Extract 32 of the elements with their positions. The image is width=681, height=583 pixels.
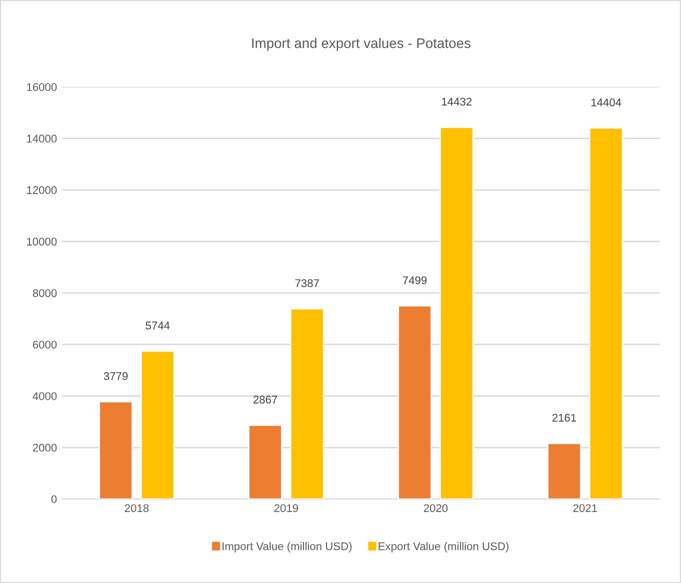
data-label: 5744: [146, 322, 170, 330]
data-label: 3779: [104, 372, 128, 380]
data-label: 2867: [253, 396, 278, 404]
data-label: 14432: [442, 98, 472, 106]
y-tick-label: 8000: [32, 289, 57, 298]
y-tick-label: 4000: [32, 392, 57, 400]
data-label: 7499: [402, 276, 427, 284]
legend-label: Import Value (million USD): [222, 542, 352, 552]
data-label: 14404: [591, 98, 622, 106]
y-tick-label: 2000: [32, 444, 57, 452]
bar: [98, 401, 133, 500]
y-tick-label: 16000: [27, 83, 57, 91]
x-tick-label: 2018: [124, 504, 149, 512]
bar: [588, 127, 624, 500]
y-tick-label: 14000: [27, 134, 57, 143]
chart-title: Import and export values - Potatoes: [252, 38, 470, 51]
bar: [140, 350, 175, 500]
y-tick-label: 12000: [27, 186, 57, 194]
data-label: 2161: [552, 414, 576, 422]
bar: [290, 308, 324, 500]
bar: [248, 424, 282, 500]
legend-label: Export Value (million USD): [378, 542, 508, 552]
x-tick-label: 2021: [573, 504, 597, 512]
bar: [439, 126, 474, 500]
y-tick-label: 0: [51, 495, 57, 504]
bar: [398, 305, 432, 500]
data-label: 7387: [295, 279, 319, 288]
x-tick-label: 2019: [274, 504, 298, 512]
x-tick-label: 2020: [424, 504, 448, 512]
y-tick-label: 6000: [32, 340, 57, 349]
y-tick-label: 10000: [27, 238, 57, 246]
bar: [547, 442, 582, 500]
